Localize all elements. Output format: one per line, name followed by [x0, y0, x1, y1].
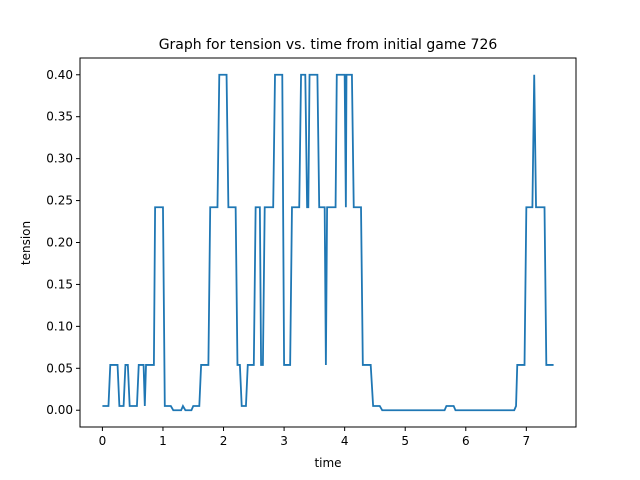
y-axis-label: tension [19, 221, 33, 265]
x-tick-label: 0 [99, 434, 107, 448]
x-tick-label: 5 [401, 434, 409, 448]
series-layer [102, 73, 554, 412]
x-axis-label: time [314, 456, 341, 470]
y-tick-label: 0.15 [46, 277, 73, 291]
y-tick-label: 0.20 [46, 236, 73, 250]
x-tick-label: 3 [280, 434, 288, 448]
y-tick-label: 0.25 [46, 194, 73, 208]
x-tick-label: 2 [220, 434, 228, 448]
y-tick-label: 0.00 [46, 403, 73, 417]
series-line-tension [102, 73, 554, 412]
y-tick-label: 0.40 [46, 68, 73, 82]
x-tick-label: 7 [523, 434, 531, 448]
y-axis: 0.00 0.05 0.10 0.15 0.20 0.25 0.30 0.35 0.40 [46, 68, 80, 417]
x-tick-label: 1 [159, 434, 167, 448]
chart-title: Graph for tension vs. time from initial … [159, 37, 498, 53]
y-tick-label: 0.10 [46, 319, 73, 333]
y-tick-label: 0.05 [46, 361, 73, 375]
x-tick-label: 4 [341, 434, 349, 448]
y-tick-label: 0.30 [46, 152, 73, 166]
y-tick-label: 0.35 [46, 110, 73, 124]
x-tick-label: 6 [462, 434, 470, 448]
x-axis: 0 1 2 3 4 5 6 7 [99, 427, 531, 448]
